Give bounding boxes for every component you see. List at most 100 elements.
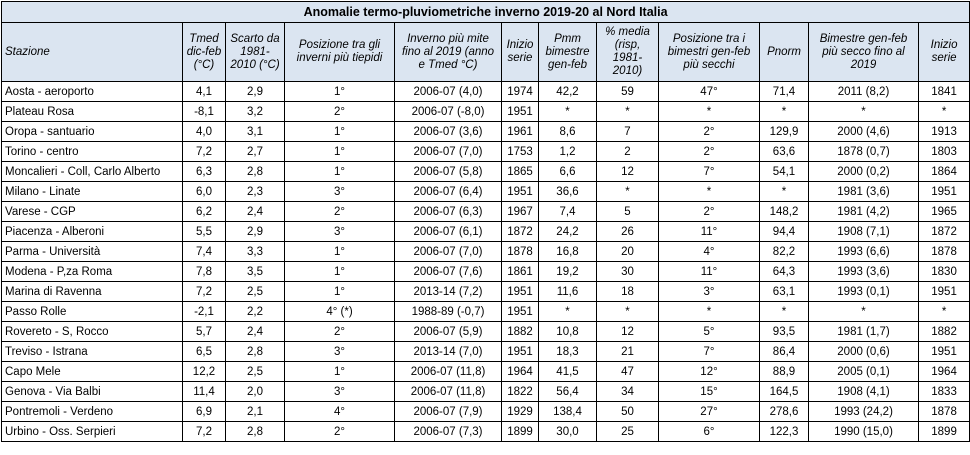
header-bimestre-secco: Bimestre gen-feb più secco fino al 2019 [808, 22, 919, 82]
cell-station: Oropa - santuario [1, 121, 183, 142]
cell-pnorm: 164,5 [759, 381, 809, 402]
table-row: Moncalieri - Coll, Carlo Alberto 6,3 2,8 1°… [1, 161, 970, 182]
cell-inizio-serie-prec: 1833 [917, 381, 970, 402]
cell-posizione-secchi: 2° [658, 201, 760, 222]
cell-scarto: 2,0 [225, 381, 285, 402]
cell-posizione-secchi: 47° [658, 81, 760, 102]
cell-posizione-tiepidi: 1° [284, 81, 395, 102]
cell-tmed: 7,2 [182, 141, 226, 162]
cell-pmm: 41,5 [538, 361, 597, 382]
cell-pmm: * [538, 101, 597, 122]
cell-inizio-serie-prec: 1965 [917, 201, 970, 222]
table-body: Aosta - aeroporto 4,1 2,9 1° 2006-07 (4,0) 19… [1, 81, 970, 442]
cell-posizione-secchi: 11° [658, 261, 760, 282]
cell-inverno-mite: 2006-07 (11,8) [394, 361, 502, 382]
header-tmed: Tmed dic-feb (°C) [182, 22, 226, 82]
cell-inizio-serie-prec: * [917, 101, 970, 122]
cell-pmm: 24,2 [538, 221, 597, 242]
cell-scarto: 2,9 [225, 81, 285, 102]
cell-scarto: 2,8 [225, 341, 285, 362]
cell-pmm: 11,6 [538, 281, 597, 302]
cell-bimestre-secco: 1981 (4,2) [808, 201, 919, 222]
cell-inverno-mite: 2013-14 (7,0) [394, 341, 502, 362]
cell-pnorm: 129,9 [759, 121, 809, 142]
cell-station: Torino - centro [1, 141, 183, 162]
cell-percent-media: 59 [596, 81, 659, 102]
cell-inizio-serie-temp: 1753 [501, 141, 539, 162]
cell-pnorm: 82,2 [759, 241, 809, 262]
cell-posizione-secchi: 5° [658, 321, 760, 342]
cell-tmed: 11,4 [182, 381, 226, 402]
cell-inverno-mite: 2006-07 (7,0) [394, 141, 502, 162]
cell-pmm: 30,0 [538, 421, 597, 442]
cell-posizione-tiepidi: 2° [284, 321, 395, 342]
cell-percent-media: * [596, 101, 659, 122]
cell-station: Marina di Ravenna [1, 281, 183, 302]
cell-inizio-serie-prec: 1878 [917, 401, 970, 422]
header-posizione-tiepidi: Posizione tra gli inverni più tiepidi [284, 22, 395, 82]
cell-inizio-serie-prec: 1841 [917, 81, 970, 102]
cell-percent-media: 50 [596, 401, 659, 422]
cell-inizio-serie-temp: 1929 [501, 401, 539, 422]
table-title: Anomalie termo-pluviometriche inverno 20… [0, 1, 970, 23]
cell-percent-media: 30 [596, 261, 659, 282]
cell-station: Plateau Rosa [1, 101, 183, 122]
cell-posizione-secchi: * [658, 181, 760, 202]
cell-pnorm: 63,1 [759, 281, 809, 302]
cell-posizione-tiepidi: 3° [284, 341, 395, 362]
cell-scarto: 3,3 [225, 241, 285, 262]
cell-scarto: 2,5 [225, 281, 285, 302]
cell-inizio-serie-temp: 1861 [501, 261, 539, 282]
cell-scarto: 2,8 [225, 161, 285, 182]
cell-tmed: 6,0 [182, 181, 226, 202]
cell-posizione-tiepidi: 3° [284, 221, 395, 242]
cell-pmm: 18,3 [538, 341, 597, 362]
cell-inizio-serie-temp: 1951 [501, 341, 539, 362]
cell-tmed: 6,9 [182, 401, 226, 422]
cell-pmm: 56,4 [538, 381, 597, 402]
header-scarto: Scarto da 1981-2010 (°C) [225, 22, 285, 82]
cell-pnorm: 86,4 [759, 341, 809, 362]
cell-pnorm: 94,4 [759, 221, 809, 242]
cell-bimestre-secco: 1993 (3,6) [808, 261, 919, 282]
cell-pnorm: * [759, 301, 809, 322]
cell-posizione-secchi: 3° [658, 281, 760, 302]
cell-posizione-secchi: 7° [658, 161, 760, 182]
cell-posizione-secchi: 27° [658, 401, 760, 422]
cell-inizio-serie-temp: 1974 [501, 81, 539, 102]
cell-pnorm: 88,9 [759, 361, 809, 382]
cell-pmm: 7,4 [538, 201, 597, 222]
cell-bimestre-secco: * [808, 101, 919, 122]
cell-tmed: -8,1 [182, 101, 226, 122]
cell-posizione-secchi: 12° [658, 361, 760, 382]
cell-tmed: 12,2 [182, 361, 226, 382]
cell-percent-media: * [596, 301, 659, 322]
cell-posizione-tiepidi: 1° [284, 161, 395, 182]
cell-bimestre-secco: 1993 (6,6) [808, 241, 919, 262]
cell-station: Passo Rolle [1, 301, 183, 322]
cell-inizio-serie-prec: 1951 [917, 181, 970, 202]
cell-posizione-secchi: 4° [658, 241, 760, 262]
table-row: Oropa - santuario 4,0 3,1 1° 2006-07 (3,6) 19… [1, 121, 970, 142]
cell-station: Modena - P,za Roma [1, 261, 183, 282]
table-row: Plateau Rosa -8,1 3,2 2° 2006-07 (-8,0) 1951 *… [1, 101, 970, 122]
cell-inizio-serie-temp: 1882 [501, 321, 539, 342]
cell-inizio-serie-temp: 1899 [501, 421, 539, 442]
table-row: Capo Mele 12,2 2,5 1° 2006-07 (11,8) 1964 41,5… [1, 361, 970, 382]
cell-station: Varese - CGP [1, 201, 183, 222]
cell-posizione-secchi: 11° [658, 221, 760, 242]
cell-inizio-serie-prec: 1899 [917, 421, 970, 442]
cell-pnorm: * [759, 101, 809, 122]
header-inizio-serie-prec: Inizio serie [917, 22, 970, 82]
climate-table: Anomalie termo-pluviometriche inverno 20… [0, 1, 970, 442]
cell-bimestre-secco: 2011 (8,2) [808, 81, 919, 102]
cell-pnorm: 71,4 [759, 81, 809, 102]
cell-inizio-serie-prec: * [917, 301, 970, 322]
cell-tmed: 5,7 [182, 321, 226, 342]
cell-pnorm: 54,1 [759, 161, 809, 182]
cell-tmed: 7,2 [182, 281, 226, 302]
cell-percent-media: 47 [596, 361, 659, 382]
cell-pmm: 1,2 [538, 141, 597, 162]
cell-tmed: 6,3 [182, 161, 226, 182]
cell-posizione-tiepidi: 2° [284, 421, 395, 442]
